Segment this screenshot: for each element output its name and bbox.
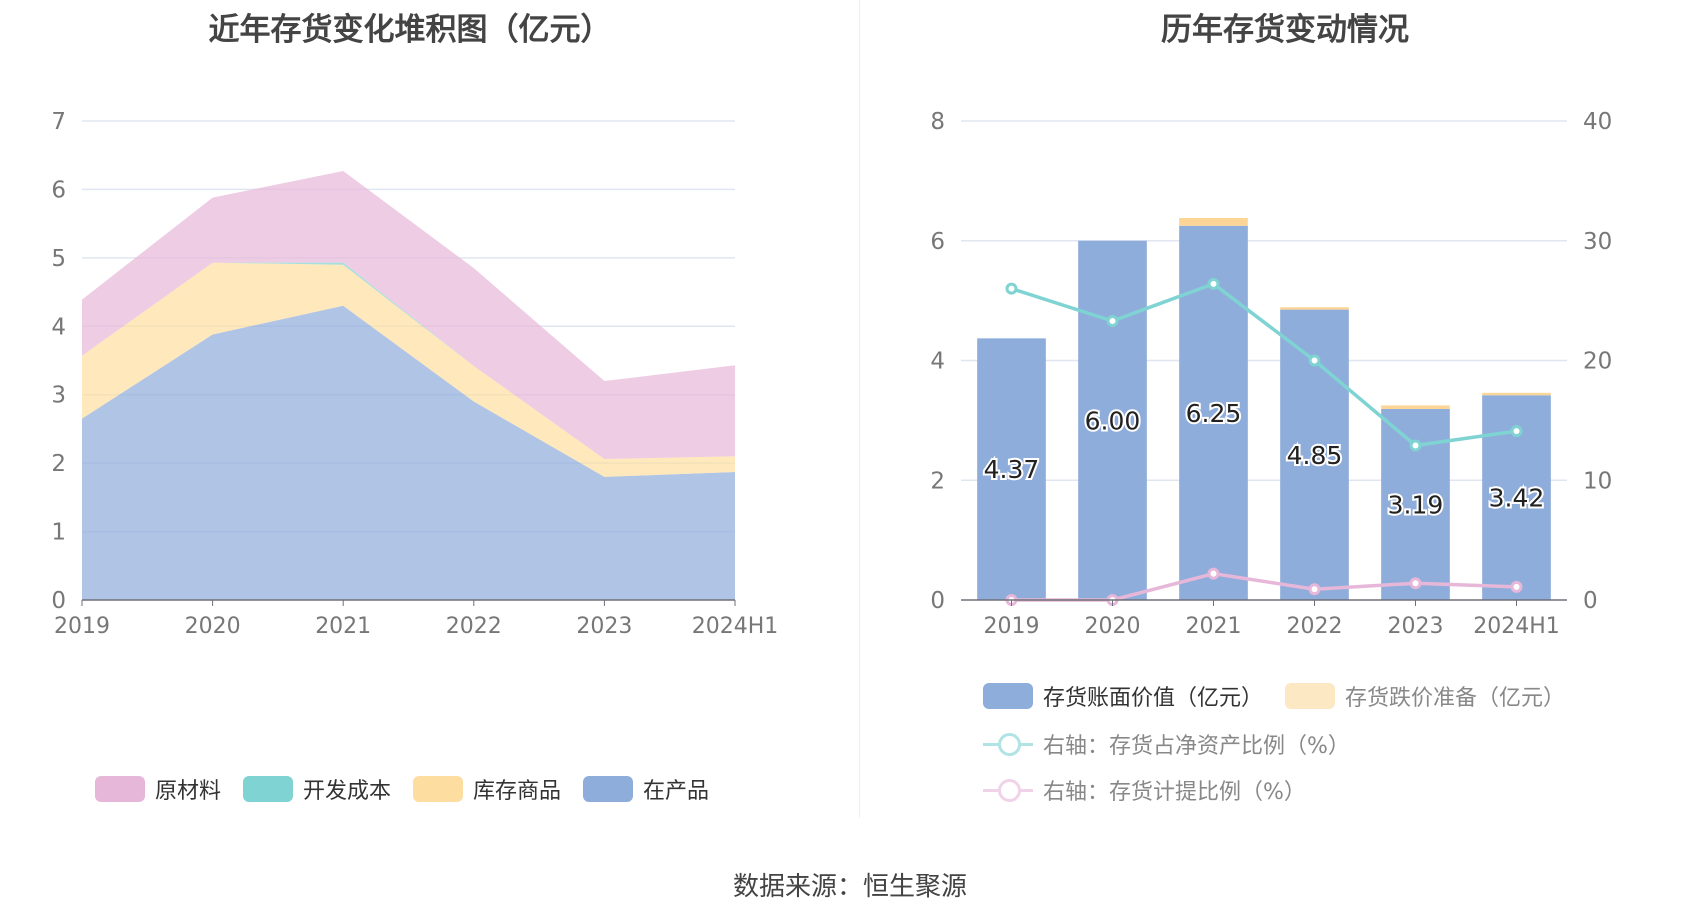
x-tick-label: 2024H1 [692,614,779,639]
legend-label: 存货跌价准备（亿元） [1345,686,1566,711]
line-marker-icon [983,777,1033,803]
bar-impairment [1482,392,1551,396]
right-chart-title: 历年存货变动情况 [1161,12,1409,48]
bar-value-label: 3.42 [1489,484,1545,513]
bar-value-label: 4.85 [1287,441,1343,470]
legend-label: 存货账面价值（亿元） [1043,686,1264,711]
line-point [1510,425,1523,438]
x-tick-label: 2022 [1287,614,1343,639]
line-point [1207,277,1220,290]
legend-swatch [583,776,634,802]
right-legend-row2: 右轴：存货占净资产比例（%） [983,728,1372,760]
y-left-tick-label: 8 [930,109,945,135]
line-右轴：存货占净资产比例（%） [1010,281,1517,448]
line-point [1409,439,1422,452]
legend-label: 在产品 [643,779,710,804]
x-tick-label: 2023 [1388,614,1444,639]
legend-item-goods[interactable]: 库存商品 [413,773,561,805]
legend-label: 右轴：存货占净资产比例（%） [1043,734,1350,759]
legend-item-raw-material[interactable]: 原材料 [95,773,221,805]
legend-item-net-asset-ratio[interactable]: 右轴：存货占净资产比例（%） [983,728,1350,760]
y-left-tick-label: 0 [930,588,945,614]
legend-label: 库存商品 [473,779,562,804]
y-tick-label: 1 [51,520,66,546]
y-right-tick-label: 30 [1583,229,1612,255]
bar-impairment [1381,405,1450,409]
bar-value-label: 6.00 [1085,406,1141,435]
line-point [1308,354,1321,367]
line-marker-icon [983,731,1033,757]
x-tick-label: 2022 [446,614,502,639]
bar-value-label: 6.25 [1186,399,1242,428]
bar-book-value [977,338,1046,600]
y-tick-label: 4 [51,314,66,340]
right-legend-row1: 存货账面价值（亿元） 存货跌价准备（亿元） [983,680,1587,712]
left-legend: 原材料 开发成本 库存商品 在产品 [95,773,731,805]
line-point [1308,583,1321,596]
legend-item-book-value[interactable]: 存货账面价值（亿元） [983,680,1263,712]
line-point [1106,314,1119,327]
y-right-tick-label: 40 [1583,109,1612,135]
legend-swatch [95,776,145,802]
bar-impairment [1280,307,1349,310]
data-source: 数据来源：恒生聚源 [732,872,967,902]
y-tick-label: 2 [51,451,66,477]
y-right-tick-label: 10 [1583,468,1612,494]
x-tick-label: 2023 [576,614,632,639]
legend-item-wip[interactable]: 在产品 [583,773,709,805]
x-tick-label: 2024H1 [1473,614,1560,639]
y-tick-label: 3 [51,383,66,409]
bar-value-label: 4.37 [984,455,1040,484]
legend-swatch [413,776,464,802]
y-right-tick-label: 20 [1583,349,1612,375]
line-point [1207,567,1220,580]
line-point [1409,577,1422,590]
legend-item-provision-ratio[interactable]: 右轴：存货计提比例（%） [983,774,1306,806]
x-tick-label: 2020 [185,614,241,639]
divider [859,0,860,818]
y-tick-label: 5 [51,246,66,272]
right-legend-row3: 右轴：存货计提比例（%） [983,774,1328,806]
x-tick-label: 2020 [1085,614,1141,639]
legend-label: 原材料 [155,779,222,804]
area-在产品 [82,305,735,600]
x-tick-label: 2021 [315,614,371,639]
left-chart-title: 近年存货变化堆积图（亿元） [208,12,612,48]
y-left-tick-label: 2 [930,468,945,494]
legend-swatch [983,683,1033,709]
legend-swatch [243,776,294,802]
x-tick-label: 2019 [54,614,110,639]
legend-label: 开发成本 [303,779,392,804]
bar-impairment [1179,217,1248,226]
y-tick-label: 0 [51,588,66,614]
area-库存商品 [82,262,735,477]
y-tick-label: 6 [51,177,66,203]
legend-item-impairment[interactable]: 存货跌价准备（亿元） [1285,680,1565,712]
x-tick-label: 2019 [984,614,1040,639]
line-point [1510,580,1523,593]
bar-book-value [1078,240,1147,600]
area-原材料 [82,170,735,460]
legend-swatch [1285,683,1336,709]
y-right-tick-label: 0 [1583,588,1598,614]
line-point [1005,282,1018,295]
legend-label: 右轴：存货计提比例（%） [1043,780,1306,805]
y-left-tick-label: 6 [930,229,945,255]
y-tick-label: 7 [51,109,66,135]
bar-value-label: 3.19 [1388,490,1444,519]
x-tick-label: 2021 [1186,614,1242,639]
legend-item-dev-cost[interactable]: 开发成本 [243,773,391,805]
y-left-tick-label: 4 [930,349,945,375]
